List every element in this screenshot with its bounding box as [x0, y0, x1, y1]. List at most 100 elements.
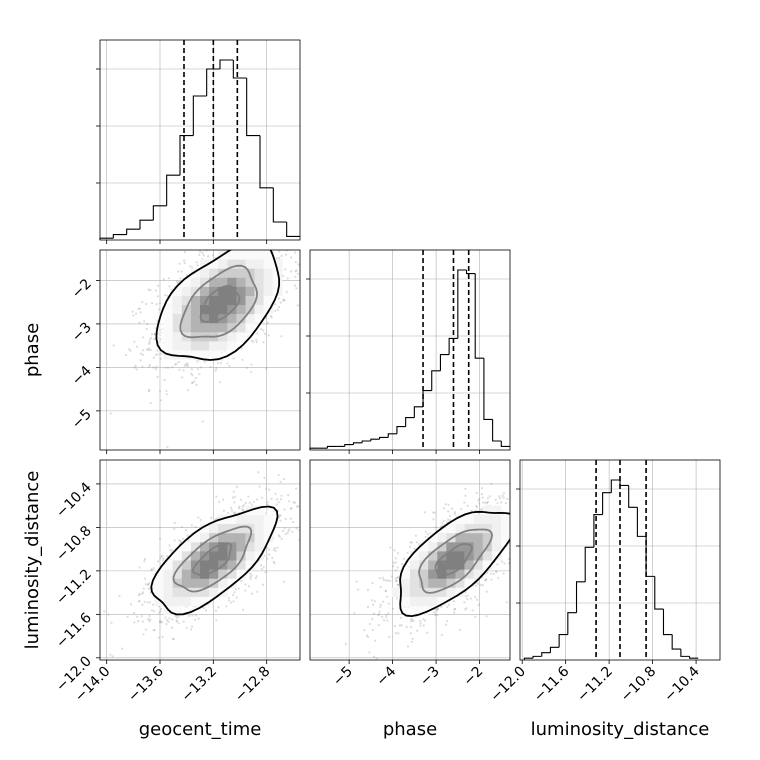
sample-point — [377, 614, 380, 617]
sample-point — [272, 548, 275, 551]
sample-point — [280, 335, 283, 338]
sample-point — [222, 509, 225, 512]
sample-point — [481, 487, 484, 490]
sample-point — [371, 628, 374, 632]
sample-point — [199, 250, 202, 253]
sample-point — [148, 365, 151, 368]
sample-point — [215, 619, 218, 622]
sample-point — [486, 571, 489, 574]
histogram-bin — [558, 633, 568, 648]
sample-point — [460, 507, 463, 511]
sample-point — [251, 340, 255, 343]
sample-point — [453, 608, 456, 611]
sample-point — [174, 363, 177, 366]
sample-point — [160, 554, 164, 557]
sample-point — [152, 356, 155, 359]
density-layer — [344, 483, 510, 660]
sample-point — [368, 651, 371, 654]
sample-point — [490, 578, 493, 581]
sample-point — [284, 533, 287, 536]
sample-point — [177, 360, 180, 364]
sample-point — [232, 357, 235, 360]
sample-point — [227, 596, 231, 600]
sample-point — [159, 621, 162, 624]
sample-point — [144, 583, 147, 586]
sample-point — [386, 595, 389, 598]
sample-point — [194, 618, 197, 621]
contour-line — [399, 510, 510, 618]
histogram-bin — [492, 419, 502, 442]
sample-point — [148, 614, 151, 618]
sample-point — [386, 619, 389, 622]
sample-point — [153, 610, 156, 613]
sample-point — [419, 622, 422, 625]
sample-point — [160, 621, 163, 624]
sample-point — [172, 638, 175, 641]
sample-point — [225, 605, 228, 608]
x-tick-label: −5 — [330, 664, 356, 690]
sample-point — [442, 507, 445, 510]
sample-point — [125, 354, 128, 357]
sample-point — [155, 368, 158, 371]
sample-point — [413, 547, 416, 551]
sample-point — [150, 568, 153, 572]
sample-point — [277, 250, 281, 253]
sample-point — [475, 505, 479, 509]
histogram-geocent-time — [99, 59, 300, 240]
sample-point — [284, 517, 287, 521]
sample-point — [422, 624, 425, 627]
sample-point — [355, 580, 358, 583]
sample-point — [211, 254, 214, 257]
sample-point — [165, 393, 168, 396]
sample-point — [475, 598, 479, 601]
y-tick-label: −4 — [69, 363, 95, 389]
sample-point — [496, 563, 499, 566]
sample-point — [183, 262, 186, 265]
sample-point — [395, 597, 398, 600]
sample-point — [155, 365, 158, 368]
sample-point — [447, 510, 450, 513]
sample-point — [452, 600, 456, 603]
sample-point — [284, 268, 287, 271]
sample-point — [270, 316, 273, 319]
sample-point — [464, 608, 467, 611]
sample-point — [250, 503, 253, 506]
sample-point — [178, 262, 181, 265]
sample-point — [165, 622, 168, 626]
sample-point — [168, 617, 171, 620]
sample-point — [253, 500, 256, 503]
sample-point — [168, 285, 171, 288]
sample-point — [385, 614, 388, 617]
sample-point — [235, 596, 238, 599]
histogram-bin — [259, 135, 274, 189]
sample-point — [377, 624, 380, 627]
sample-point — [231, 496, 235, 499]
sample-point — [264, 332, 267, 335]
sample-point — [293, 501, 296, 504]
histogram-bin — [619, 480, 629, 487]
sample-point — [371, 603, 375, 606]
panel-frame — [519, 459, 721, 661]
sample-point — [249, 575, 252, 579]
sample-point — [137, 594, 140, 597]
panel-frame — [309, 249, 511, 451]
sample-point — [148, 601, 152, 604]
y-axis-label-phase: phase — [22, 323, 43, 377]
sample-point — [142, 587, 145, 590]
sample-point — [186, 534, 189, 537]
sample-point — [143, 320, 146, 323]
sample-point — [278, 514, 281, 517]
sample-point — [371, 581, 374, 585]
histogram-bin — [474, 273, 484, 359]
density-layer — [109, 250, 300, 449]
sample-point — [366, 589, 369, 592]
sample-point — [143, 577, 146, 580]
sample-point — [141, 603, 144, 606]
sample-point — [110, 621, 113, 624]
histogram-luminosity-distance — [523, 479, 699, 660]
sample-point — [291, 530, 294, 533]
sample-point — [282, 530, 285, 533]
sample-point — [148, 388, 151, 391]
sample-point — [217, 606, 220, 609]
sample-point — [230, 601, 233, 604]
